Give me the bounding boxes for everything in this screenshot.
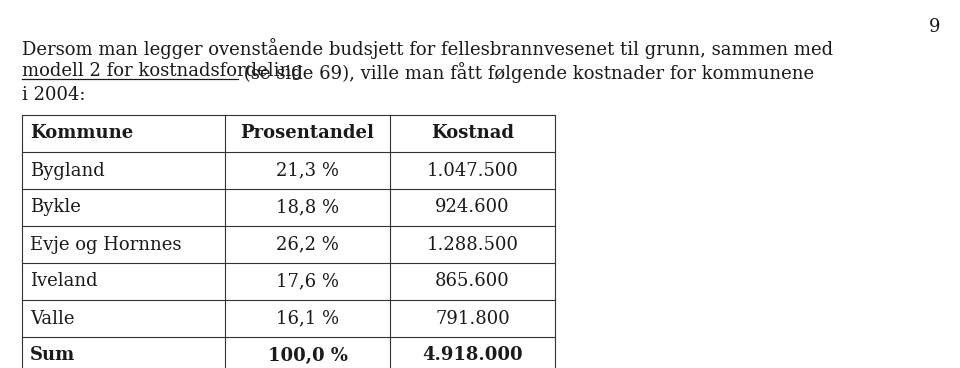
Text: Kostnad: Kostnad <box>431 124 514 142</box>
Text: 4.918.000: 4.918.000 <box>422 347 523 364</box>
Text: 1.047.500: 1.047.500 <box>426 162 518 180</box>
Text: Iveland: Iveland <box>30 272 98 290</box>
Text: i 2004:: i 2004: <box>22 86 85 104</box>
Text: Evje og Hornnes: Evje og Hornnes <box>30 236 181 254</box>
Text: Dersom man legger ovenstående budsjett for fellesbrannvesenet til grunn, sammen : Dersom man legger ovenstående budsjett f… <box>22 38 833 59</box>
Text: 9: 9 <box>928 18 940 36</box>
Text: 791.800: 791.800 <box>435 309 510 328</box>
Text: 924.600: 924.600 <box>435 198 510 216</box>
Text: Bygland: Bygland <box>30 162 105 180</box>
Text: 100,0 %: 100,0 % <box>268 347 348 364</box>
Text: modell 2 for kostnadsfordeling: modell 2 for kostnadsfordeling <box>22 62 302 80</box>
Text: 1.288.500: 1.288.500 <box>426 236 518 254</box>
Text: (se side 69), ville man fått følgende kostnader for kommunene: (se side 69), ville man fått følgende ko… <box>238 62 814 83</box>
Text: Prosentandel: Prosentandel <box>241 124 374 142</box>
Text: 17,6 %: 17,6 % <box>276 272 339 290</box>
Text: Bykle: Bykle <box>30 198 81 216</box>
Text: Kommune: Kommune <box>30 124 133 142</box>
Text: 16,1 %: 16,1 % <box>276 309 339 328</box>
Text: Valle: Valle <box>30 309 75 328</box>
Text: Sum: Sum <box>30 347 75 364</box>
Text: 21,3 %: 21,3 % <box>276 162 339 180</box>
Text: 865.600: 865.600 <box>435 272 510 290</box>
Text: 26,2 %: 26,2 % <box>276 236 339 254</box>
Text: 18,8 %: 18,8 % <box>276 198 339 216</box>
